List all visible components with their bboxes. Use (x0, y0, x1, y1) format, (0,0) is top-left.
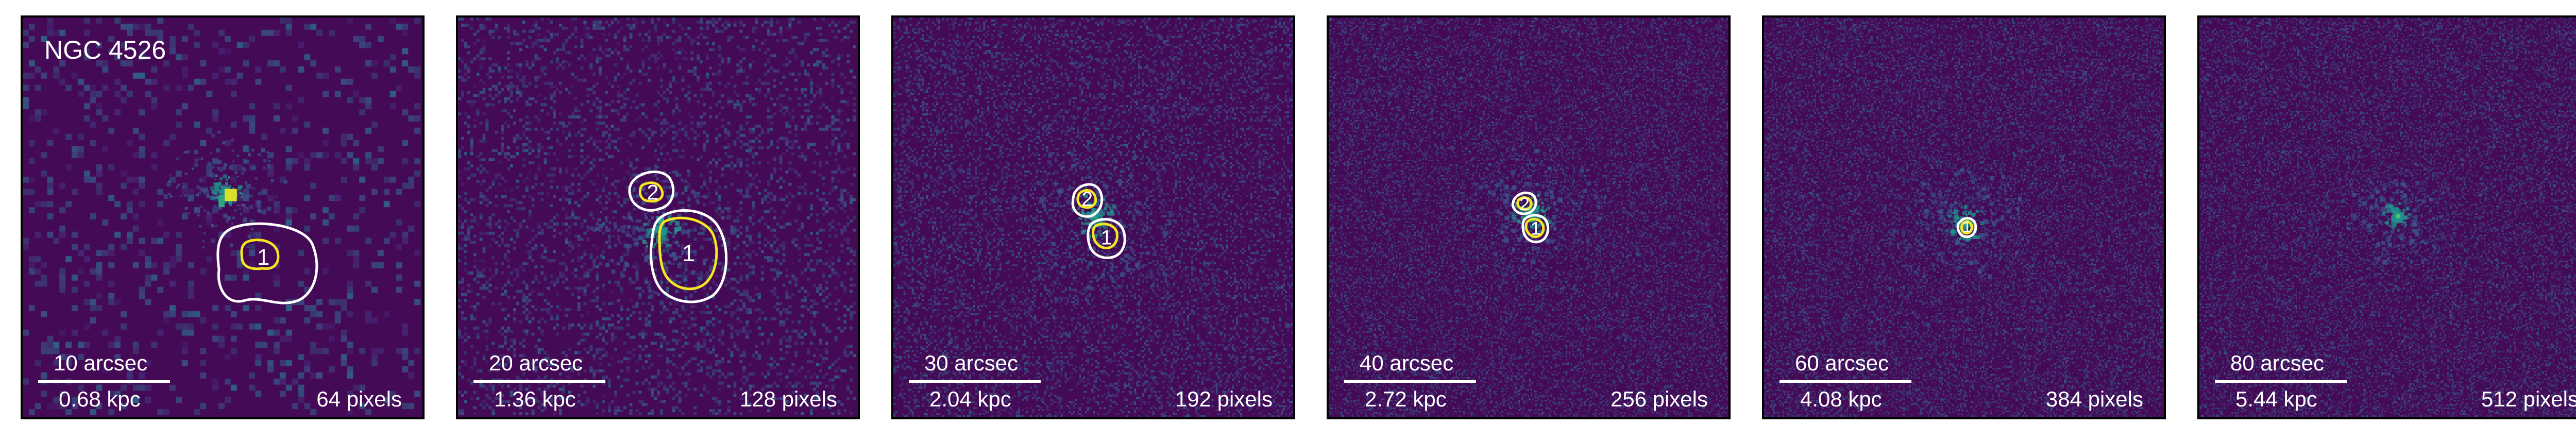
image-panel-2: 2 1 20 arcsec 1.36 kpc 128 pixels (456, 15, 860, 419)
galaxy-name: NGC 4526 (44, 37, 166, 63)
pixel-count-label: 64 pixels (316, 388, 402, 410)
source-label: 1 (1101, 226, 1112, 249)
source-label: 1 (1531, 218, 1541, 239)
source-label: 2 (1519, 194, 1530, 214)
angular-scale-label: 30 arcsec (924, 352, 1018, 374)
source-label: 2 (1081, 188, 1093, 211)
image-panel-3: 2 1 30 arcsec 2.04 kpc 192 pixels (891, 15, 1295, 419)
source-label: 2 (647, 180, 659, 204)
pixel-count-label: 192 pixels (1175, 388, 1273, 410)
physical-scale-label: 0.68 kpc (59, 388, 141, 410)
source-label: 1 (1963, 219, 1972, 236)
scale-bar (38, 380, 170, 383)
scale-bar (1344, 380, 1476, 383)
source-label: 1 (257, 245, 269, 270)
image-panel-5: 1 60 arcsec 4.08 kpc 384 pixels (1762, 15, 2166, 419)
scale-bar (1780, 380, 1911, 383)
source-label: 1 (682, 240, 695, 266)
scale-bar (2215, 380, 2347, 383)
image-panel-4: 2 1 40 arcsec 2.72 kpc 256 pixels (1327, 15, 1731, 419)
angular-scale-label: 60 arcsec (1795, 352, 1889, 374)
physical-scale-label: 5.44 kpc (2235, 388, 2317, 410)
bright-source-pixel (225, 189, 237, 201)
angular-scale-label: 40 arcsec (1360, 352, 1453, 374)
scale-bar (909, 380, 1041, 383)
angular-scale-label: 80 arcsec (2230, 352, 2324, 374)
pixel-count-label: 256 pixels (1611, 388, 1708, 410)
image-panel-1: 1 NGC 4526 10 arcsec 0.68 kpc 64 pixels (21, 15, 425, 419)
physical-scale-label: 1.36 kpc (494, 388, 576, 410)
pixel-count-label: 128 pixels (740, 388, 837, 410)
pixel-count-label: 384 pixels (2046, 388, 2143, 410)
physical-scale-label: 2.72 kpc (1365, 388, 1447, 410)
bright-source-pixel (2396, 214, 2400, 218)
angular-scale-label: 10 arcsec (54, 352, 147, 374)
image-panel-6: 80 arcsec 5.44 kpc 512 pixels (2197, 15, 2576, 419)
physical-scale-label: 4.08 kpc (1800, 388, 1882, 410)
angular-scale-label: 20 arcsec (489, 352, 583, 374)
pixel-count-label: 512 pixels (2481, 388, 2576, 410)
physical-scale-label: 2.04 kpc (929, 388, 1011, 410)
scale-bar (473, 380, 605, 383)
